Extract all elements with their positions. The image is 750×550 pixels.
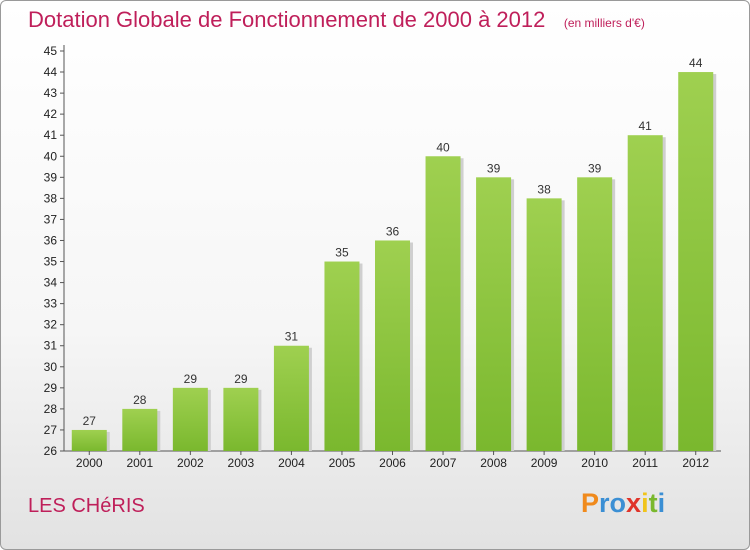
y-tick-label: 30 (44, 360, 58, 374)
y-tick-label: 41 (44, 128, 58, 142)
logo-letter: P (581, 488, 600, 518)
y-tick-label: 26 (44, 444, 58, 458)
y-tick-label: 32 (44, 318, 58, 332)
chart-subtitle: (en milliers d'€) (563, 16, 645, 30)
bar (476, 177, 512, 451)
x-tick-label: 2005 (329, 456, 356, 470)
y-tick-label: 42 (44, 107, 58, 121)
data-label: 40 (436, 140, 450, 154)
data-label: 35 (335, 246, 349, 260)
y-tick-label: 44 (44, 65, 58, 79)
x-tick-label: 2012 (682, 456, 709, 470)
logo-letter: i (641, 488, 649, 518)
title-block: Dotation Globale de Fonctionnement de 20… (28, 7, 645, 33)
y-tick-label: 31 (44, 339, 58, 353)
data-label: 29 (184, 372, 198, 386)
chart-title: Dotation Globale de Fonctionnement de 20… (28, 7, 546, 32)
data-label: 44 (689, 56, 703, 70)
logo-letter: t (648, 488, 658, 518)
bar (627, 135, 663, 452)
bar (223, 387, 259, 451)
y-tick-label: 45 (44, 44, 58, 58)
data-label: 31 (285, 330, 299, 344)
bar (526, 198, 562, 451)
bar (375, 240, 410, 451)
y-tick-label: 27 (44, 423, 58, 437)
data-label: 36 (386, 224, 400, 238)
x-tick-label: 2008 (480, 456, 507, 470)
y-tick-label: 40 (44, 149, 58, 163)
bar (122, 408, 158, 451)
data-label: 39 (487, 161, 501, 175)
y-tick-label: 43 (44, 86, 58, 100)
x-tick-label: 2000 (76, 456, 103, 470)
bar (172, 387, 208, 451)
y-tick-label: 36 (44, 233, 58, 247)
data-label: 29 (234, 372, 248, 386)
y-tick-label: 29 (44, 381, 58, 395)
bar (71, 429, 107, 451)
data-label: 38 (537, 182, 551, 196)
x-tick-label: 2004 (278, 456, 305, 470)
y-tick-label: 39 (44, 170, 58, 184)
y-tick-label: 34 (44, 276, 58, 290)
x-tick-label: 2001 (126, 456, 153, 470)
y-tick-label: 37 (44, 212, 58, 226)
x-tick-label: 2007 (430, 456, 457, 470)
data-label: 41 (639, 119, 653, 133)
bar (577, 177, 613, 451)
y-tick-label: 38 (44, 191, 58, 205)
bar (425, 156, 461, 451)
x-tick-label: 2003 (228, 456, 255, 470)
data-label: 27 (83, 414, 97, 428)
logo-letter: o (609, 488, 627, 518)
y-tick-label: 33 (44, 297, 58, 311)
bar (678, 72, 714, 451)
bar (324, 261, 360, 451)
x-tick-label: 2010 (581, 456, 608, 470)
logo-letter: x (626, 488, 642, 518)
x-tick-label: 2002 (177, 456, 204, 470)
x-tick-label: 2011 (632, 456, 658, 470)
proxiti-logo: Proxiti (581, 488, 665, 519)
x-tick-label: 2006 (379, 456, 406, 470)
commune-name: LES CHéRIS (28, 495, 145, 517)
data-label: 28 (133, 393, 147, 407)
data-label: 39 (588, 161, 602, 175)
bar (273, 345, 309, 451)
y-tick-label: 35 (44, 255, 58, 269)
x-tick-label: 2009 (531, 456, 558, 470)
logo-letter: i (657, 488, 666, 518)
logo-letter: r (599, 488, 610, 518)
y-tick-label: 28 (44, 402, 58, 416)
